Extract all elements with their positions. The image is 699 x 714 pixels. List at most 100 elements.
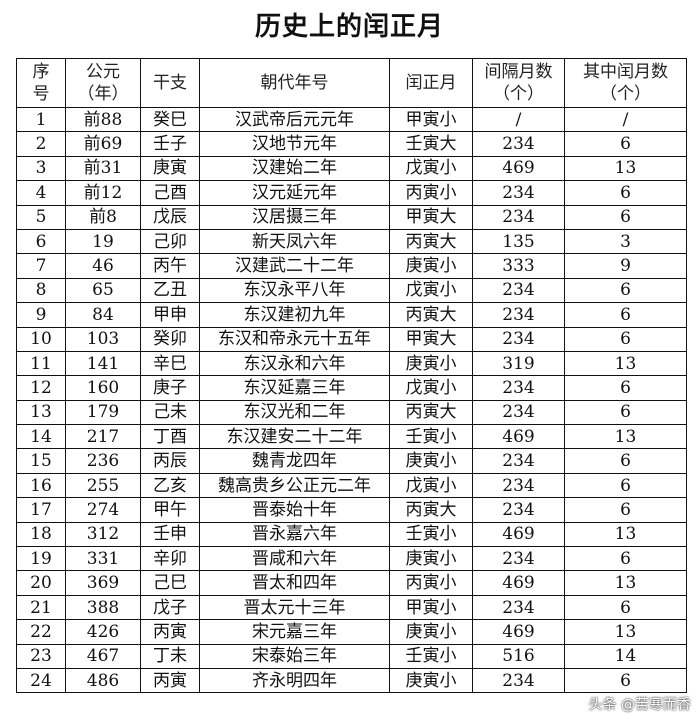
table-cell: 467 [65,643,141,669]
table-cell: 丙寅大 [389,497,473,523]
column-header: 公元（年） [65,58,141,108]
table-cell: 汉武帝后元元年 [199,106,390,133]
table-row: 5 前8 戊辰 汉居摄三年 甲寅大 234 6 [16,204,687,230]
table-cell: 宋元嘉三年 [199,619,390,645]
table-cell: 6 [564,497,687,523]
table-cell: 癸卯 [140,326,200,352]
table-cell: 13 [564,619,687,645]
table-cell: 234 [472,131,565,157]
table-cell: 壬子 [140,131,200,157]
table-cell: 13 [564,424,687,450]
table-cell: 65 [65,277,141,304]
table-cell: 2 [16,131,66,157]
table-cell: 160 [65,375,141,401]
table-cell: 新天凤六年 [199,228,390,255]
table-row: 23 467 丁未 宋泰始三年 壬寅小 516 14 [16,643,687,669]
table-cell: 戊辰 [140,204,200,230]
table-header-row: 序号 公元（年） 干支 朝代年号 闰正月 间隔月数（个） 其中闰月数（个） [16,58,687,108]
table-cell: 丙寅小 [389,180,473,206]
table-cell: 己未 [140,399,200,426]
table-cell: 齐永明四年 [199,667,390,694]
table-cell: 234 [472,277,565,304]
table-cell: 14 [564,643,687,669]
table-cell: 6 [564,326,687,352]
table-cell: 388 [65,594,141,621]
table-cell: 乙丑 [140,277,200,304]
table-cell: 丙寅大 [389,302,473,328]
table-row: 16 255 乙亥 魏高贵乡公正元二年 戊寅小 234 6 [16,472,687,499]
table-cell: 己巳 [140,570,200,596]
table-cell: 汉建始二年 [199,155,390,182]
table-cell: 甲午 [140,497,200,523]
table-cell: 331 [65,546,141,572]
table-cell: 234 [472,326,565,352]
table-cell: 12 [16,375,66,401]
table-cell: 前12 [65,180,141,206]
table-cell: 6 [564,204,687,230]
table-cell: 312 [65,521,141,548]
table-cell: 5 [16,204,66,230]
table-cell: 东汉建初九年 [199,302,390,328]
table-cell: 4 [16,180,66,206]
table-cell: 234 [472,180,565,206]
table-cell: 234 [472,204,565,230]
table-cell: 晋永嘉六年 [199,521,390,548]
table-cell: 516 [472,643,565,669]
table-cell: 庚寅 [140,155,200,182]
table-row: 21 388 戊子 晋太元十三年 甲寅小 234 6 [16,594,687,621]
column-header: 干支 [140,58,200,108]
table-row: 3 前31 庚寅 汉建始二年 戊寅小 469 13 [16,155,687,182]
table-cell: 丁未 [140,643,200,669]
table-cell: 东汉延嘉三年 [199,375,390,401]
table-cell: 6 [564,399,687,426]
table-cell: 前69 [65,131,141,157]
table-cell: 汉居摄三年 [199,204,390,230]
table-cell: 234 [472,546,565,572]
table-cell: 319 [472,350,565,377]
table-cell: 13 [564,570,687,596]
table-cell: 壬寅小 [389,424,473,450]
column-header-label: 公元（年） [77,62,129,104]
table-cell: 庚寅小 [389,350,473,377]
table-cell: 6 [564,277,687,304]
table-row: 2 前69 壬子 汉地节元年 壬寅大 234 6 [16,131,687,157]
column-header: 其中闰月数（个） [564,58,687,108]
table-cell: 壬寅小 [389,643,473,669]
table-row: 22 426 丙寅 宋元嘉三年 庚寅小 469 13 [16,619,687,645]
table-cell: 戊子 [140,594,200,621]
table-row: 19 331 辛卯 晋咸和六年 庚寅小 234 6 [16,546,687,572]
table-cell: 234 [472,594,565,621]
table-cell: 16 [16,472,66,499]
table-cell: 13 [564,155,687,182]
table-row: 13 179 己未 东汉光和二年 丙寅大 234 6 [16,399,687,426]
column-header-label: 其中闰月数（个） [583,62,668,104]
table-cell: 6 [564,448,687,474]
table-cell: 8 [16,277,66,304]
table-cell: 己卯 [140,228,200,255]
table-cell: 255 [65,472,141,499]
table-cell: 141 [65,350,141,377]
table-cell: 前8 [65,204,141,230]
column-header: 间隔月数（个） [472,58,565,108]
table-cell: 前88 [65,106,141,133]
table-cell: 汉元延元年 [199,180,390,206]
table-cell: 6 [564,180,687,206]
table-row: 17 274 甲午 晋泰始十年 丙寅大 234 6 [16,497,687,523]
table-cell: 21 [16,594,66,621]
table-row: 12 160 庚子 东汉延嘉三年 戊寅小 234 6 [16,375,687,401]
table-cell: 6 [564,472,687,499]
table-cell: 234 [472,375,565,401]
table-cell: 19 [16,546,66,572]
table-cell: 己酉 [140,180,200,206]
table-row: 11 141 辛巳 东汉永和六年 庚寅小 319 13 [16,350,687,377]
table-cell: 晋泰始十年 [199,497,390,523]
table-cell: 辛卯 [140,546,200,572]
table-row: 15 236 丙辰 魏青龙四年 庚寅小 234 6 [16,448,687,474]
table-cell: 234 [472,448,565,474]
table-cell: 11 [16,350,66,377]
table-cell: 1 [16,106,66,133]
table-cell: 东汉光和二年 [199,399,390,426]
table-cell: 469 [472,521,565,548]
column-header-label: 干支 [153,73,187,94]
table-cell: 3 [16,155,66,182]
